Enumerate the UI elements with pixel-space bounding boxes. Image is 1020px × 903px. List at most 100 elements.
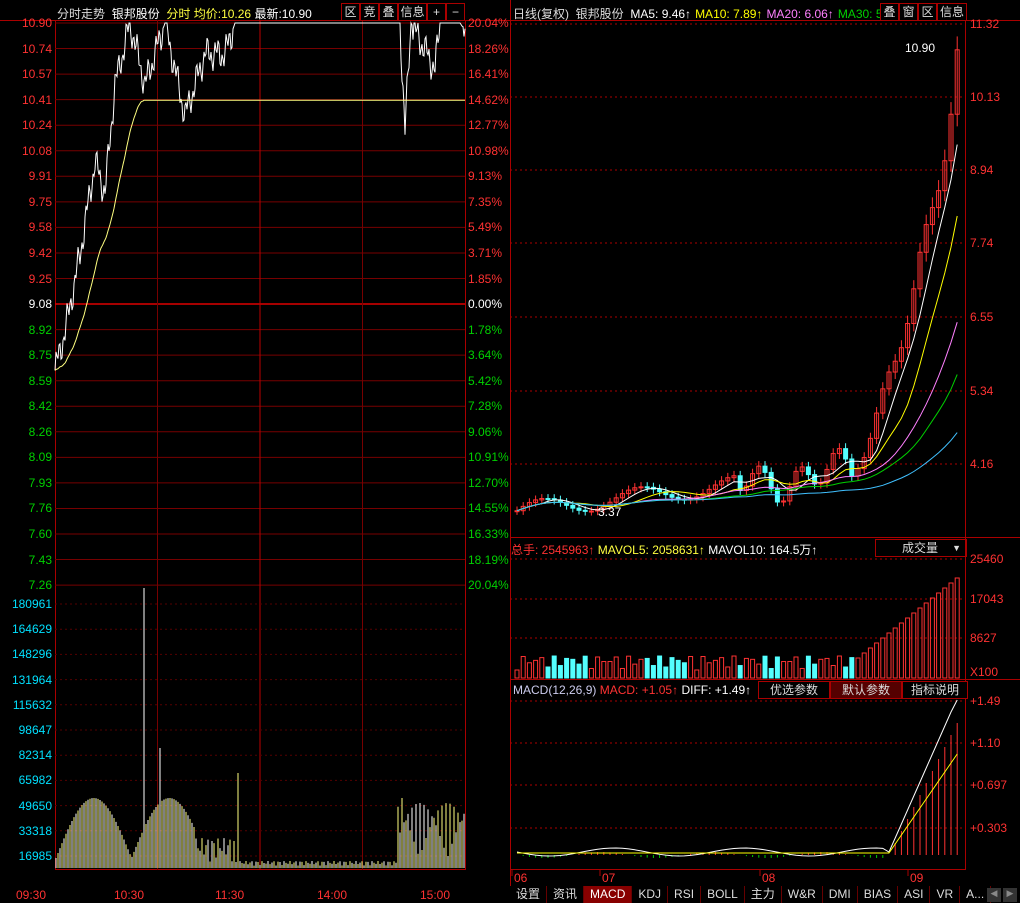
daily-price-tick: 4.16 <box>970 457 994 471</box>
pct-tick: 3.64% <box>468 348 503 363</box>
daily-price-tick: 6.55 <box>970 310 994 324</box>
volume-candle <box>557 665 563 679</box>
selector-label: 成交量 <box>902 541 939 555</box>
volume-candle <box>706 662 712 679</box>
range-button[interactable]: 区 <box>341 3 360 21</box>
tab-kdj[interactable]: KDJ <box>632 886 669 903</box>
volume-candle <box>694 669 700 679</box>
daily-price-tick: 8.94 <box>970 163 994 177</box>
zoom-in-button[interactable]: + <box>427 3 446 21</box>
volume-candle <box>638 658 644 679</box>
pct-tick: 16.33% <box>468 527 509 541</box>
price-tick: 9.42 <box>28 245 52 260</box>
tab-[interactable]: 资讯 <box>547 886 585 903</box>
volume-tick: 180961 <box>11 597 52 611</box>
tab-rsi[interactable]: RSI <box>668 886 702 903</box>
macd-tick: +0.697 <box>970 778 1008 792</box>
candle <box>936 190 942 209</box>
volume-candle <box>737 665 743 679</box>
indicator-selector[interactable]: 成交量 ▼ <box>875 539 967 557</box>
volume-candle <box>632 663 638 679</box>
pct-tick: 5.49% <box>468 220 503 235</box>
candle <box>638 486 644 489</box>
tab-macd[interactable]: MACD <box>584 886 633 903</box>
daily-info-button[interactable]: 信息 <box>937 3 967 21</box>
tab-dmi[interactable]: DMI <box>822 886 858 903</box>
volume-candle <box>551 655 557 679</box>
candle <box>756 465 762 475</box>
tab-vr[interactable]: VR <box>930 886 961 903</box>
candle <box>725 477 731 482</box>
volume-candle <box>830 665 836 679</box>
ma5-line <box>516 144 958 512</box>
month-label: 06 <box>514 871 528 885</box>
volume-candle <box>539 657 545 679</box>
daily-volume-tick: 25460 <box>970 552 1004 566</box>
candle <box>781 500 787 503</box>
tab-boll[interactable]: BOLL <box>701 886 745 903</box>
default-params-button[interactable]: 默认参数 <box>830 681 902 699</box>
tab-[interactable]: 设置 <box>510 886 548 903</box>
volume-candle <box>731 655 737 679</box>
daily-range-button[interactable]: 区 <box>918 3 937 21</box>
pct-tick: 5.42% <box>468 373 503 388</box>
candle <box>539 498 545 501</box>
daily-overlay-button[interactable]: 叠 <box>880 3 899 21</box>
candle <box>812 474 818 485</box>
pct-tick: 1.78% <box>468 322 503 337</box>
overlay-button[interactable]: 叠 <box>379 3 398 21</box>
scroll-right-button[interactable]: ▶ <box>1003 888 1017 902</box>
tab-wr[interactable]: W&R <box>781 886 823 903</box>
macd-name: MACD(12,26,9) <box>513 683 597 697</box>
preferred-params-button[interactable]: 优选参数 <box>758 681 830 699</box>
candle <box>830 453 836 470</box>
tab-a[interactable]: A... <box>960 886 992 903</box>
indicator-help-button[interactable]: 指标说明 <box>902 681 968 699</box>
tab-[interactable]: 主力 <box>744 886 782 903</box>
price-tick: 10.74 <box>21 41 52 56</box>
daily-price-tick: 5.34 <box>970 384 994 398</box>
info-button[interactable]: 信息 <box>398 3 427 21</box>
price-tick: 8.09 <box>28 450 52 465</box>
volume-candle <box>644 657 650 679</box>
volume-candle <box>774 656 780 679</box>
volume-candle <box>619 667 625 679</box>
volume-candle <box>849 657 855 679</box>
volume-candle <box>911 612 917 679</box>
zoom-out-button[interactable]: − <box>446 3 465 21</box>
volume-candle <box>650 665 656 679</box>
tab-asi[interactable]: ASI <box>898 886 931 903</box>
auction-button[interactable]: 竞 <box>360 3 379 21</box>
pct-tick: 9.13% <box>468 169 503 184</box>
daily-window-button[interactable]: 窗 <box>899 3 918 21</box>
volume-candle <box>657 655 663 679</box>
time-tick: 09:30 <box>16 888 47 902</box>
daily-price-tick: 11.32 <box>970 17 1000 31</box>
pct-tick: 0.00% <box>468 297 503 312</box>
candle <box>923 224 929 253</box>
candle <box>626 489 632 495</box>
tab-bias[interactable]: BIAS <box>857 886 899 903</box>
price-tick: 10.41 <box>21 92 52 107</box>
last-label: 最新: <box>254 7 282 21</box>
price-tick: 7.43 <box>28 552 52 567</box>
avg-label: 均价: <box>193 7 222 21</box>
volume-tick: 33318 <box>18 823 52 838</box>
candle <box>582 509 588 512</box>
daily-frame <box>510 20 966 870</box>
diff-value: DIFF: +1.49↑ <box>681 683 752 697</box>
indicator-tabs: 设置 资讯 MACD KDJ RSI BOLL 主力 W&R DMI BIAS ASI VR A... <box>510 886 992 903</box>
price-tick: 10.90 <box>21 16 52 30</box>
volume-candle <box>576 663 582 679</box>
volume-candle <box>843 666 849 679</box>
volume-candle <box>942 587 948 679</box>
volume-candle <box>588 667 594 679</box>
scroll-left-button[interactable]: ◀ <box>987 888 1001 902</box>
volume-candle <box>681 662 687 679</box>
candle <box>619 493 625 499</box>
volume-candle <box>719 657 725 679</box>
candle <box>911 288 917 324</box>
price-tick: 7.60 <box>28 527 52 541</box>
pct-tick: 16.41% <box>468 67 509 82</box>
pct-tick: 12.70% <box>468 475 509 490</box>
